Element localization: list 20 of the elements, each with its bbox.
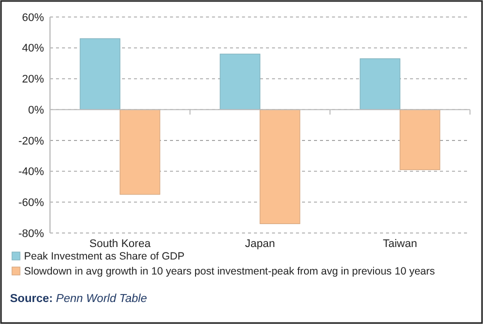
y-tick-label: 40%: [22, 42, 44, 55]
y-tick-label: -20%: [18, 135, 44, 148]
y-tick-label: -80%: [18, 228, 44, 240]
y-tick-label: 20%: [22, 74, 44, 86]
bar: [260, 109, 300, 224]
bar: [400, 109, 440, 170]
x-tick-label: South Korea: [89, 238, 152, 250]
x-tick-label: Taiwan: [382, 238, 418, 250]
bar: [120, 109, 160, 195]
y-tick-label: 0%: [28, 104, 44, 116]
y-tick-label: -60%: [18, 196, 44, 209]
bar: [80, 38, 120, 110]
y-tick-label: 60%: [22, 12, 44, 24]
legend-label: Slowdown in avg growth in 10 years post investment-peak from avg in previous 10 years: [24, 266, 435, 278]
source-note: Source: Penn World Table: [10, 293, 148, 306]
bar: [220, 54, 260, 110]
legend-label: Peak Investment as Share of GDP: [24, 250, 184, 263]
bar: [360, 58, 400, 110]
x-tick-label: Japan: [245, 238, 275, 250]
y-tick-label: -40%: [18, 166, 44, 178]
